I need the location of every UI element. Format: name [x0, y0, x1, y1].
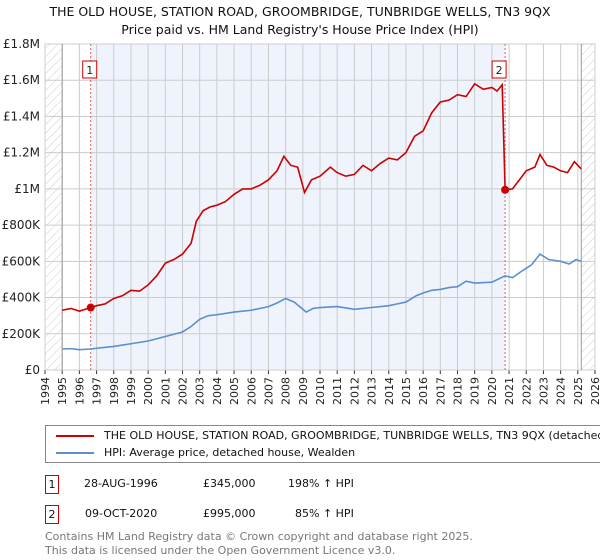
- transaction-hpi: 198% ↑ HPI: [288, 477, 354, 490]
- x-tick-label: 2013: [366, 377, 379, 405]
- x-tick-label: 2004: [211, 377, 224, 405]
- sale-point: [501, 185, 510, 194]
- y-tick-label: £1.2M: [3, 146, 40, 160]
- chart-subtitle: Price paid vs. HM Land Registry's House …: [121, 22, 479, 37]
- y-tick-label: £1.6M: [3, 73, 40, 87]
- hpi-line-swatch: [56, 452, 94, 454]
- x-tick-label: 2016: [417, 377, 430, 405]
- sale-point: [86, 303, 95, 312]
- x-tick-label: 2008: [280, 377, 293, 405]
- y-tick-label: £400K: [2, 291, 42, 305]
- x-tick-label: 2005: [228, 377, 241, 405]
- sale-label: 2: [496, 64, 503, 77]
- x-tick-label: 1997: [91, 377, 104, 405]
- x-tick-label: 2003: [194, 377, 207, 405]
- x-tick-label: 2025: [572, 377, 585, 405]
- legend: THE OLD HOUSE, STATION ROAD, GROOMBRIDGE…: [45, 425, 600, 463]
- x-tick-label: 2012: [348, 377, 361, 405]
- legend-item-property: THE OLD HOUSE, STATION ROAD, GROOMBRIDGE…: [56, 428, 600, 444]
- transaction-price: £345,000: [203, 477, 256, 490]
- transaction-number: 1: [45, 475, 59, 494]
- x-tick-label: 2007: [262, 377, 275, 405]
- y-tick-label: £600K: [2, 254, 42, 268]
- x-tick-label: 2021: [503, 377, 516, 405]
- sale-label: 1: [86, 64, 93, 77]
- y-tick-label: £0: [25, 363, 40, 377]
- hpi-line: [62, 253, 582, 351]
- sale-period-shade: [90, 44, 506, 370]
- x-tick-label: 2024: [555, 377, 568, 405]
- y-tick-label: £1.4M: [3, 109, 40, 123]
- sale-label-box: [491, 60, 507, 79]
- legend-hpi-label: HPI: Average price, detached house, Weal…: [104, 446, 356, 459]
- chart-title: THE OLD HOUSE, STATION ROAD, GROOMBRIDGE…: [49, 4, 551, 19]
- x-tick-label: 2014: [383, 377, 396, 405]
- y-tick-label: £1M: [14, 182, 40, 196]
- x-tick-label: 2010: [314, 377, 327, 405]
- x-tick-label: 2026: [589, 377, 600, 405]
- transaction-row: 2 09-OCT-2020 £995,000 85% ↑ HPI: [45, 505, 445, 525]
- x-tick-label: 2006: [245, 377, 258, 405]
- x-tick-label: 1999: [125, 377, 138, 405]
- x-tick-label: 2022: [520, 377, 533, 405]
- transaction-date: 09-OCT-2020: [85, 507, 158, 520]
- x-tick-label: 2000: [142, 377, 155, 405]
- hatched-region-after: [581, 44, 595, 370]
- x-tick-label: 2002: [177, 377, 190, 405]
- x-tick-label: 2001: [159, 377, 172, 405]
- legend-property-label: THE OLD HOUSE, STATION ROAD, GROOMBRIDGE…: [104, 429, 600, 442]
- x-tick-label: 1995: [56, 377, 69, 405]
- sale-label-box: [82, 60, 98, 79]
- x-tick-label: 1996: [73, 377, 86, 405]
- x-tick-label: 2009: [297, 377, 310, 405]
- transaction-date: 28-AUG-1996: [84, 477, 158, 490]
- x-tick-label: 1998: [108, 377, 121, 405]
- hatched-region-before: [45, 44, 63, 370]
- property-line-swatch: [56, 435, 94, 437]
- x-tick-label: 2011: [331, 377, 344, 405]
- price-chart: 1994 1995 1996 1997 1998 1999 2000 2001 2002 2003…: [2, 37, 600, 405]
- transaction-price: £995,000: [203, 507, 256, 520]
- footer-copyright: Contains HM Land Registry data © Crown c…: [45, 530, 473, 543]
- y-tick-label: £800K: [2, 218, 42, 232]
- x-tick-label: 2019: [469, 377, 482, 405]
- x-tick-label: 2020: [486, 377, 499, 405]
- y-tick-label: £1.8M: [3, 37, 40, 51]
- x-tick-label: 1994: [39, 377, 52, 405]
- y-tick-label: £200K: [2, 327, 42, 341]
- transaction-number: 2: [45, 505, 59, 524]
- x-tick-label: 2018: [452, 377, 465, 405]
- transaction-row: 1 28-AUG-1996 £345,000 198% ↑ HPI: [45, 475, 445, 495]
- x-tick-label: 2015: [400, 377, 413, 405]
- footer-licence: This data is licensed under the Open Gov…: [45, 544, 396, 557]
- legend-item-hpi: HPI: Average price, detached house, Weal…: [56, 445, 355, 461]
- x-tick-label: 2023: [537, 377, 550, 405]
- transaction-hpi: 85% ↑ HPI: [295, 507, 354, 520]
- x-tick-label: 2017: [434, 377, 447, 405]
